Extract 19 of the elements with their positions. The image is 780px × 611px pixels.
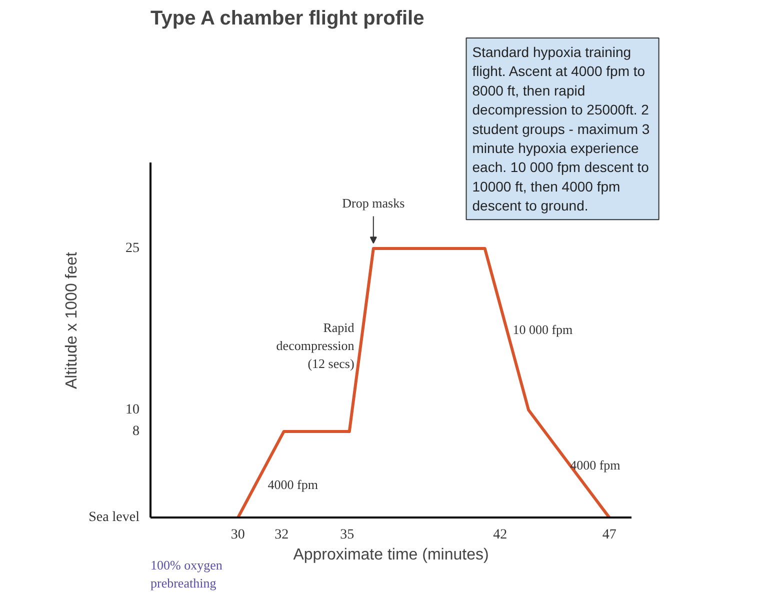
text: 100% oxygen prebreathing (150, 558, 223, 591)
x-tick-label: 30 (230, 528, 245, 543)
annotation: Drop masks (342, 196, 405, 211)
y-tick-label: Sea level (88, 510, 140, 526)
chart-title: Type A chamber flight profile (150, 8, 424, 30)
y-axis-title: Altitude x 1000 feet (64, 251, 81, 389)
annotation: 4000 fpm (268, 477, 318, 492)
x-tick-label: 42 (493, 528, 508, 543)
x-axis-title: Approximate time (minutes) (293, 546, 489, 564)
x-tick-label: 47 (602, 528, 616, 543)
x-tick-label: 35 (340, 528, 354, 543)
x-tick-label: 32 (274, 528, 289, 543)
annotation: Rapid decompression (12 secs) (276, 320, 355, 371)
text: Standard hypoxia training flight. Ascent at 4000 fpm to 8000 ft, then rapid decompression to 25000ft. 2 student groups - maximum 3 minute hypoxia experience each. 10 000 fpm descent to 10000 ft, then 4000 fpm descent to ground. (472, 44, 650, 214)
annotation: 10 000 fpm (512, 322, 573, 337)
annotation: 4000 fpm (570, 457, 620, 472)
y-tick-label: 25 (126, 241, 140, 256)
y-tick-label: 8 (132, 424, 140, 440)
y-tick-label: 10 (126, 402, 140, 418)
